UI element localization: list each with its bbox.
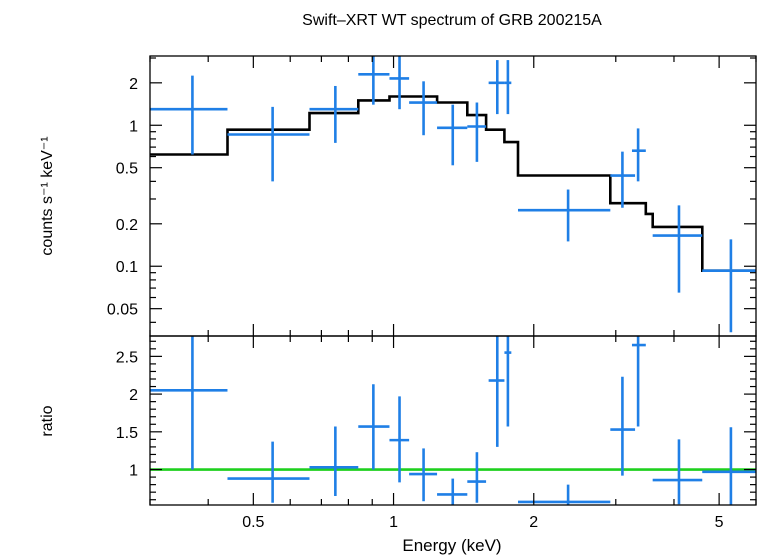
spectrum-frame <box>149 55 757 337</box>
spectrum-data-point <box>309 85 359 143</box>
spectrum-data-point <box>631 128 646 182</box>
chart-title: Swift–XRT WT spectrum of GRB 200215A <box>302 12 602 29</box>
ratio-data-point <box>467 452 487 503</box>
spectrum-data-point <box>409 81 438 136</box>
panel-frames <box>149 55 757 506</box>
model-step-curve <box>150 95 756 272</box>
spectrum-data-point <box>358 56 390 105</box>
spectrum-data-point <box>227 106 310 182</box>
ratio-data-point <box>150 336 228 470</box>
spectrum-data-point <box>150 75 228 155</box>
y-axis-label-spectrum: counts s⁻¹ keV⁻¹ <box>39 136 56 255</box>
y-tick-label: 1 <box>129 118 138 135</box>
y-tick-label: 0.2 <box>116 217 138 234</box>
ratio-data-point <box>309 426 359 496</box>
ratio-data-point <box>409 448 438 502</box>
y-tick-label: 0.05 <box>107 302 138 319</box>
ratio-data-point <box>517 484 611 505</box>
spectrum-data-point <box>652 205 703 293</box>
ratio-data-point <box>631 336 646 427</box>
y-tick-label: 1.5 <box>116 425 138 442</box>
ratio-data-point <box>610 376 636 476</box>
ratio-data-point <box>358 384 390 470</box>
axis-ticks <box>149 56 757 505</box>
spectrum-data-point <box>610 151 636 208</box>
spectrum-panel <box>150 56 756 333</box>
ratio-data-point <box>437 478 468 505</box>
y-tick-label: 1 <box>129 463 138 480</box>
x-tick-label: 1 <box>389 514 398 531</box>
x-axis-label: Energy (keV) <box>402 536 501 555</box>
ratio-data-point <box>652 439 703 505</box>
y-tick-label: 2.5 <box>116 349 138 366</box>
y-tick-label: 2 <box>129 76 138 93</box>
ratio-panel <box>150 336 756 505</box>
spectrum-data-point <box>389 56 410 110</box>
ratio-frame <box>149 335 757 506</box>
ratio-data-point <box>488 336 505 447</box>
spectrum-data-point <box>702 239 756 333</box>
spectrum-data-point <box>517 189 611 242</box>
x-tick-label: 2 <box>529 514 538 531</box>
ratio-data-point <box>227 441 310 503</box>
y-axis-label-ratio: ratio <box>39 405 56 436</box>
ratio-data-point <box>702 427 756 505</box>
tick-labels: 0.5 1 2 5 0.05 0.1 0.2 0.5 1 2 1 1.5 2 2.5 <box>107 76 724 531</box>
ratio-data-point <box>389 396 410 483</box>
y-tick-label: 0.5 <box>116 161 138 178</box>
spectrum-data-point <box>488 60 505 115</box>
spectrum-data-point <box>467 102 487 162</box>
x-tick-label: 0.5 <box>242 514 264 531</box>
y-tick-label: 2 <box>129 387 138 404</box>
spectrum-data-point <box>504 60 512 115</box>
x-tick-label: 5 <box>715 514 724 531</box>
y-tick-label: 0.1 <box>116 259 138 276</box>
spectrum-data-point <box>437 104 468 166</box>
ratio-data-point <box>504 336 512 427</box>
